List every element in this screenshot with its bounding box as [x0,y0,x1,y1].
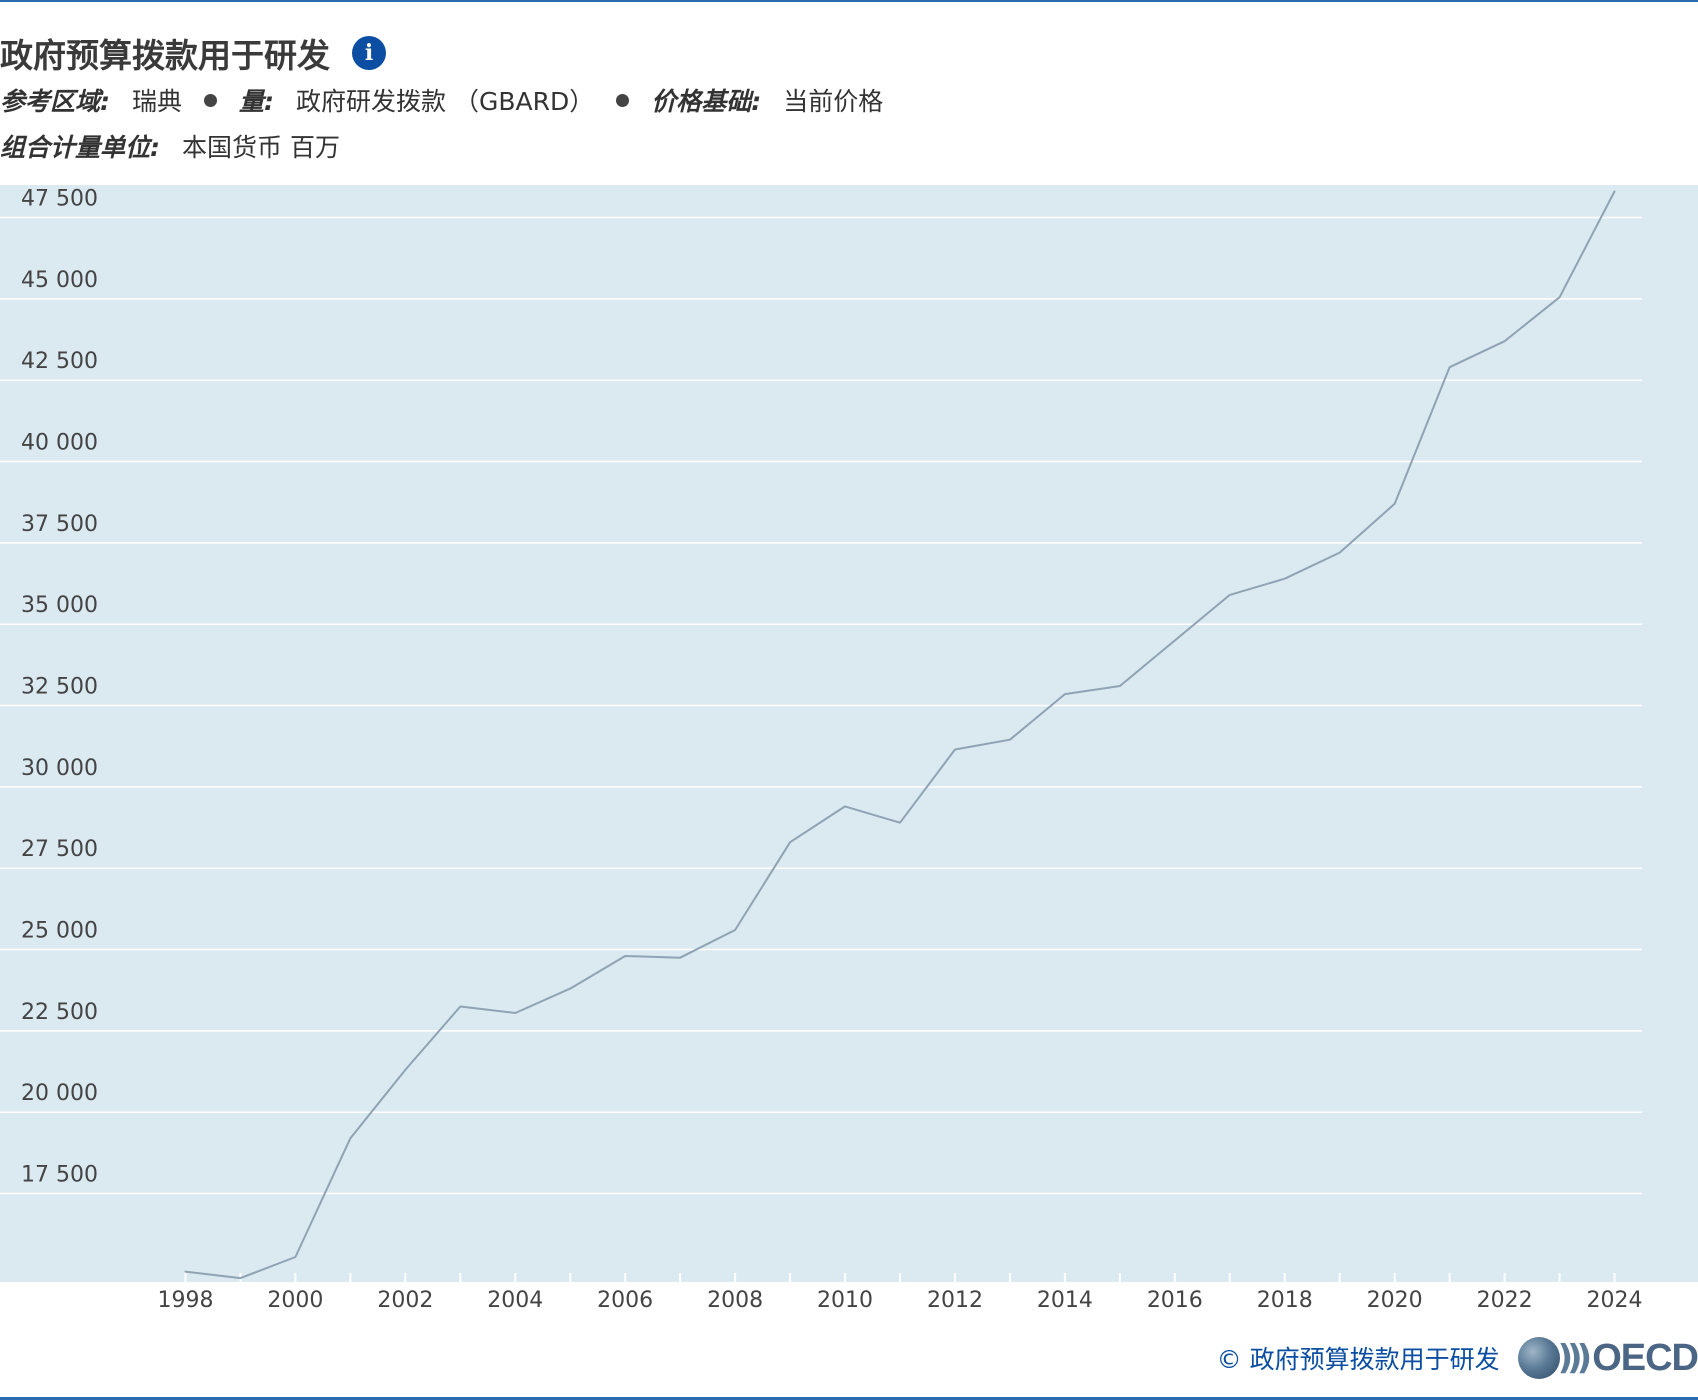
x-tick-label: 2006 [597,1288,653,1313]
arcs-icon: ))) [1557,1338,1593,1378]
top-rule [0,0,1698,2]
unit-value: 本国货币 百万 [182,133,340,162]
series-line [184,190,1616,1280]
x-tick-label: 2000 [267,1288,323,1313]
globe-icon [1517,1337,1560,1379]
x-tick-label: 2002 [377,1288,433,1313]
x-tick-label: 1998 [157,1288,213,1313]
price-base-value: 当前价格 [783,87,884,116]
source-link[interactable]: © 政府预算拨款用于研发 [1216,1345,1500,1374]
y-tick-label: 45 000 [21,268,98,293]
x-tick-label: 2022 [1477,1288,1533,1313]
footer: © 政府预算拨款用于研发 ))) OECD [1217,1330,1698,1386]
bottom-rule [0,1397,1698,1400]
y-tick-label: 47 500 [21,187,98,212]
x-tick-label: 2020 [1367,1288,1423,1313]
y-tick-label: 27 500 [21,837,98,862]
plot-area [0,185,1698,1283]
ref-area-label: 参考区域: [0,87,110,116]
x-tick-label: 2018 [1257,1288,1313,1313]
chart-title: 政府预算拨款用于研发 [0,36,330,75]
measure-label: 量: [239,87,275,116]
y-tick-label: 17 500 [21,1163,98,1188]
y-tick-label: 32 500 [21,675,98,700]
y-tick-label: 30 000 [21,756,98,781]
oecd-logo[interactable]: ))) OECD [1517,1336,1698,1380]
meta-line-2: 组合计量单位: 本国货币 百万 [0,126,340,166]
x-tick-label: 2008 [707,1288,763,1313]
y-tick-label: 42 500 [21,349,98,374]
y-tick-label: 22 500 [21,1000,98,1025]
price-base-label: 价格基础: [651,87,762,116]
x-tick-label: 2012 [927,1288,983,1313]
x-tick-label: 2016 [1147,1288,1203,1313]
y-tick-label: 20 000 [21,1081,98,1106]
x-tick-label: 2024 [1587,1288,1643,1313]
measure-value: 政府研发拨款 （GBARD） [296,87,595,116]
y-tick-label: 35 000 [21,593,98,618]
y-tick-label: 25 000 [21,919,98,944]
x-tick-label: 2004 [487,1288,543,1313]
info-icon[interactable]: i [352,36,386,70]
unit-label: 组合计量单位: [0,133,160,162]
meta-line-1: 参考区域: 瑞典 量: 政府研发拨款 （GBARD） 价格基础: 当前价格 [0,80,883,120]
oecd-wordmark: OECD [1592,1336,1698,1379]
separator-dot [616,93,630,107]
title-row: 政府预算拨款用于研发 i [0,30,386,76]
ref-area-value: 瑞典 [132,87,183,116]
x-tick-label: 2010 [817,1288,873,1313]
y-tick-label: 40 000 [21,431,98,456]
y-tick-label: 37 500 [21,512,98,537]
separator-dot [204,93,218,107]
x-tick-label: 2014 [1037,1288,1093,1313]
